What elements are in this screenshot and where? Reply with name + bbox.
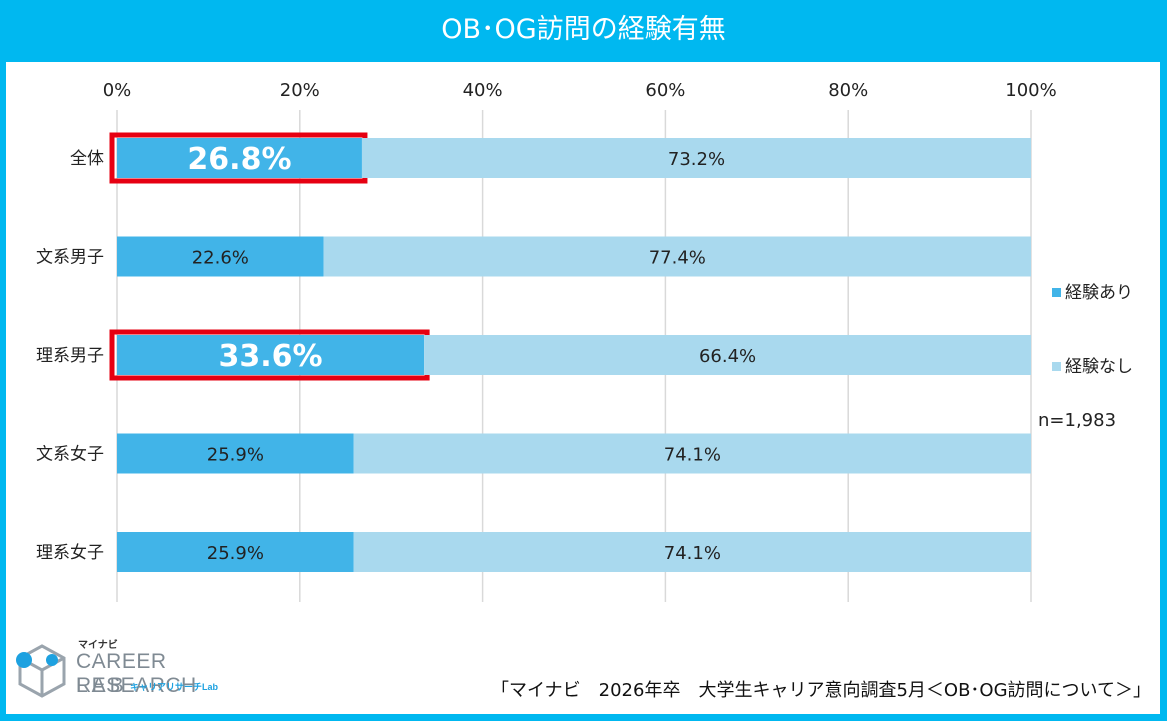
chart-panel: 0% 20% 40% 60% 80% 100% 全体 26.8% 73.2% 文系男子 22.6% 7… <box>6 62 1160 714</box>
data-label: 22.6% <box>192 248 249 269</box>
stacked-bar-chart: 0% 20% 40% 60% 80% 100% 全体 26.8% 73.2% 文系男子 22.6% 7… <box>36 80 1133 602</box>
bar-segment-yes <box>117 236 324 277</box>
category-label: 全体 <box>70 149 104 169</box>
data-label: 66.4% <box>699 346 756 367</box>
data-label: 73.2% <box>668 149 725 170</box>
x-tick-label: 0% <box>103 80 132 101</box>
career-research-lab-logo: マイナビ CAREER RESEARCH LAB キャリアリサーチLab <box>14 636 264 706</box>
x-tick-label: 100% <box>1005 80 1056 101</box>
logo-brand: マイナビ <box>78 640 118 651</box>
bar-segment-yes <box>117 433 354 474</box>
x-tick-label: 20% <box>280 80 320 101</box>
legend-label: 経験なし <box>1065 357 1133 377</box>
chart-title: OB･OG訪問の経験有無 <box>441 14 726 45</box>
cube-logo-icon <box>16 644 66 698</box>
data-label: 25.9% <box>207 445 264 466</box>
category-label: 文系男子 <box>36 248 104 268</box>
data-label: 25.9% <box>207 543 264 564</box>
data-label: 26.8% <box>187 142 291 177</box>
data-label: 77.4% <box>649 248 706 269</box>
bar-segment-no <box>361 138 1031 178</box>
logo-line1: CAREER RESEARCH <box>76 650 197 697</box>
category-label: 理系男子 <box>36 346 104 366</box>
bar-segment-no <box>353 433 1031 474</box>
bar-segment-no <box>323 236 1032 277</box>
x-tick-label: 80% <box>828 80 868 101</box>
bar-segment-yes <box>117 138 362 178</box>
data-label: 74.1% <box>664 445 721 466</box>
bar-segment-yes <box>117 532 354 572</box>
category-label: 文系女子 <box>36 445 104 465</box>
bar-segment-no <box>353 532 1031 572</box>
logo-subtitle: キャリアリサーチLab <box>130 682 219 692</box>
category-label: 理系女子 <box>36 543 104 563</box>
bar-segment-no <box>424 335 1031 375</box>
legend-swatch <box>1052 362 1061 371</box>
logo-line2: LAB <box>76 674 128 697</box>
x-tick-label: 60% <box>645 80 685 101</box>
data-label: 33.6% <box>219 339 323 374</box>
source-note: 「マイナビ 2026年卒 大学生キャリア意向調査5月＜OB･OG訪問について＞」 <box>491 680 1151 701</box>
data-label: 74.1% <box>664 543 721 564</box>
sample-size-note: n=1,983 <box>1038 410 1116 431</box>
bar-segment-yes <box>117 335 425 375</box>
x-tick-label: 40% <box>463 80 503 101</box>
legend-swatch <box>1052 288 1061 297</box>
legend-label: 経験あり <box>1065 283 1133 303</box>
